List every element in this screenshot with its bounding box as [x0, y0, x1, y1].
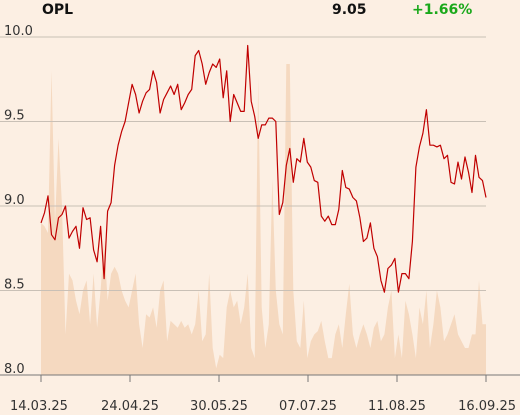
y-tick-label: 8.5	[4, 278, 25, 293]
y-tick-label: 8.0	[4, 362, 25, 377]
last-price: 9.05	[332, 2, 367, 18]
x-tick-label: 07.07.25	[279, 399, 337, 414]
x-tick-label: 14.03.25	[10, 399, 68, 414]
volume-area	[41, 64, 486, 375]
y-tick-label: 9.0	[4, 193, 25, 208]
x-tick-label: 30.05.25	[190, 399, 248, 414]
x-tick-label: 24.04.25	[101, 399, 159, 414]
y-tick-label: 10.0	[4, 24, 33, 39]
x-tick-label: 11.08.25	[368, 399, 426, 414]
price-change: +1.66%	[412, 2, 473, 18]
ticker-symbol: OPL	[42, 2, 74, 18]
y-tick-label: 9.5	[4, 109, 25, 124]
x-tick-label: 16.09.25	[458, 399, 516, 414]
price-series-line	[40, 44, 487, 293]
